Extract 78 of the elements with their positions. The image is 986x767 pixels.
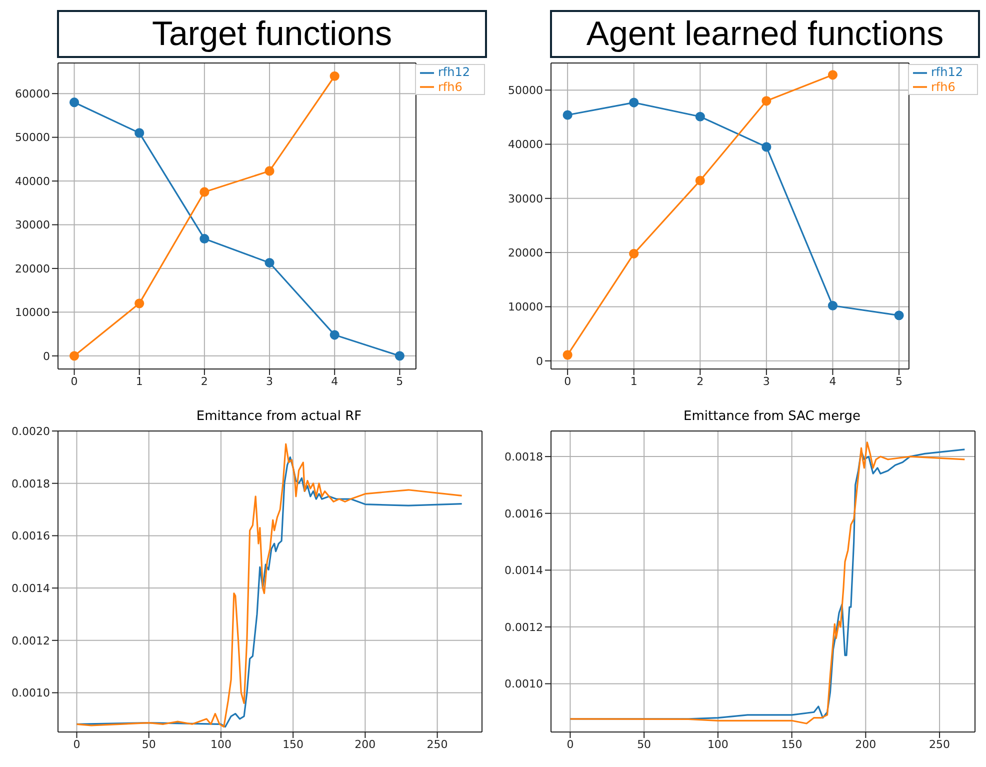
- x-tick-label: 150: [781, 738, 802, 751]
- x-tick-label: 1: [630, 374, 638, 388]
- y-tick-label: 0.0020: [12, 424, 50, 438]
- y-tick-label: 60000: [15, 88, 50, 101]
- x-tick-label: 2: [696, 374, 704, 388]
- point: [264, 258, 274, 268]
- point: [562, 350, 572, 360]
- y-tick-label: 0.0014: [504, 564, 543, 578]
- y-tick-label: 0.0012: [12, 634, 50, 648]
- x-tick-label: 250: [426, 738, 448, 751]
- point: [330, 71, 340, 81]
- y-tick-label: 40000: [15, 174, 50, 188]
- legend-label: rfh12: [930, 65, 963, 79]
- point: [330, 330, 340, 340]
- point: [264, 166, 274, 176]
- point: [562, 110, 572, 120]
- y-tick-label: 50000: [508, 84, 543, 97]
- y-tick-label: 0.0018: [12, 477, 50, 490]
- point: [200, 187, 210, 197]
- y-tick-label: 10000: [15, 306, 50, 320]
- x-tick-label: 3: [762, 374, 770, 388]
- point: [69, 351, 80, 361]
- x-tick-label: 150: [282, 738, 304, 751]
- y-tick-label: 40000: [508, 138, 543, 152]
- y-tick-label: 30000: [508, 192, 543, 206]
- x-tick-label: 3: [266, 374, 274, 388]
- x-tick-label: 100: [707, 738, 728, 751]
- y-tick-label: 0.0010: [12, 686, 50, 700]
- x-tick-label: 4: [829, 374, 836, 388]
- chart-title: Emittance from SAC merge: [682, 408, 862, 426]
- chart-title: Emittance from actual RF: [195, 408, 363, 426]
- x-tick-label: 100: [210, 738, 232, 751]
- point: [762, 142, 772, 152]
- legend-label: rfh6: [438, 80, 462, 94]
- point: [894, 310, 904, 320]
- point: [134, 128, 144, 138]
- y-tick-label: 30000: [15, 218, 50, 232]
- y-tick-label: 0.0016: [12, 530, 50, 543]
- legend-label: rfh6: [930, 80, 956, 94]
- point: [629, 98, 639, 108]
- x-tick-label: 1: [136, 374, 143, 388]
- point: [200, 234, 210, 244]
- y-tick-label: 20000: [15, 262, 50, 276]
- y-tick-label: 0.0018: [504, 450, 543, 464]
- x-tick-label: 200: [354, 738, 376, 751]
- point: [828, 70, 838, 80]
- y-tick-label: 0: [43, 350, 50, 363]
- y-tick-label: 10000: [508, 300, 543, 314]
- x-tick-label: 4: [331, 374, 338, 388]
- y-tick-label: 20000: [508, 246, 543, 260]
- point: [695, 112, 705, 122]
- point: [134, 298, 144, 308]
- x-tick-label: 250: [929, 738, 950, 751]
- y-tick-label: 0.0016: [504, 507, 543, 520]
- y-tick-label: 0.0012: [504, 620, 543, 634]
- legend-label: rfh12: [438, 65, 470, 79]
- x-tick-label: 200: [855, 738, 876, 751]
- point: [762, 96, 772, 106]
- point: [394, 351, 404, 361]
- x-tick-label: 50: [142, 738, 156, 751]
- x-tick-label: 0: [566, 738, 574, 751]
- x-tick-label: 0: [564, 374, 572, 388]
- point: [69, 98, 80, 108]
- chart-title: Agent learned functions: [550, 10, 980, 58]
- y-tick-label: 0: [536, 354, 543, 368]
- y-tick-label: 50000: [15, 131, 50, 144]
- x-tick-label: 5: [396, 374, 404, 388]
- y-tick-label: 0.0010: [504, 678, 543, 691]
- y-tick-label: 0.0014: [12, 582, 50, 595]
- chart-title: Target functions: [57, 10, 487, 58]
- x-tick-label: 0: [73, 738, 80, 751]
- x-tick-label: 0: [70, 374, 78, 388]
- x-tick-label: 50: [637, 738, 652, 751]
- point: [629, 248, 639, 258]
- point: [695, 176, 705, 186]
- x-tick-label: 2: [200, 374, 208, 388]
- x-tick-label: 5: [896, 374, 903, 388]
- point: [828, 300, 838, 310]
